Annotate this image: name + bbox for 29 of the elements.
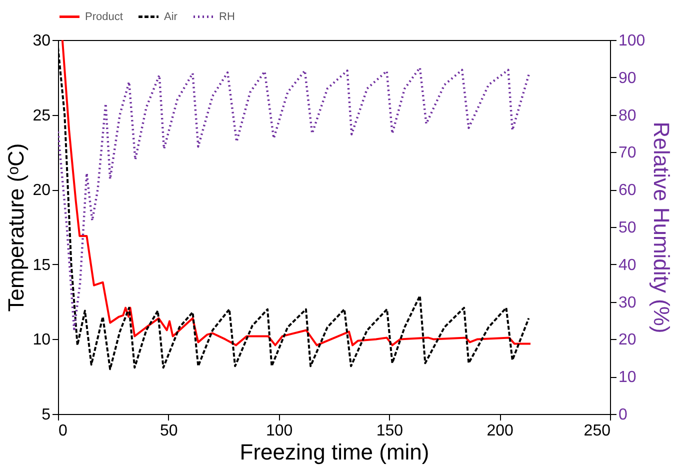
legend-label: Air bbox=[164, 10, 178, 23]
x-tick-label: 100 bbox=[266, 422, 293, 440]
y-tick-label: 30 bbox=[32, 32, 51, 50]
legend-label: Product bbox=[85, 10, 123, 23]
x-tick-label: 250 bbox=[584, 422, 611, 440]
y2-tick-label: 40 bbox=[618, 256, 636, 274]
x-axis-title: Freezing time (min) bbox=[240, 440, 430, 464]
x-tick-label: 200 bbox=[486, 422, 514, 440]
y-tick-label: 25 bbox=[32, 107, 51, 124]
y2-tick-label: 10 bbox=[618, 369, 636, 386]
y-tick-label: 15 bbox=[32, 256, 51, 274]
y2-axis-title: Relative Humidity (%) bbox=[649, 122, 674, 334]
y2-tick-label: 80 bbox=[618, 107, 636, 124]
x-tick-label: 50 bbox=[160, 422, 178, 440]
y2-tick-label: 20 bbox=[618, 332, 636, 349]
y2-tick-label: 50 bbox=[618, 220, 636, 236]
y2-tick-label: 100 bbox=[618, 32, 646, 50]
y2-tick-label: 90 bbox=[618, 70, 636, 87]
y-axis-title: Temperature (ᵒC) bbox=[4, 143, 29, 312]
x-tick-label: 0 bbox=[58, 422, 68, 440]
y2-tick-label: 70 bbox=[618, 144, 636, 162]
x-tick-label: 150 bbox=[376, 422, 404, 440]
y2-tick-label: 0 bbox=[618, 406, 628, 424]
y2-tick-label: 60 bbox=[618, 182, 636, 200]
y-tick-label: 10 bbox=[32, 332, 51, 349]
y-tick-label: 5 bbox=[42, 406, 51, 424]
y2-tick-label: 30 bbox=[618, 294, 636, 312]
legend-label: RH bbox=[219, 10, 235, 23]
y-tick-label: 20 bbox=[32, 182, 51, 200]
